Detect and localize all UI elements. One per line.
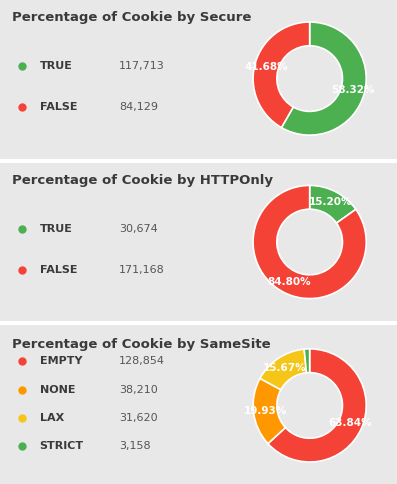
Text: 84.80%: 84.80% — [267, 277, 311, 287]
Wedge shape — [260, 349, 306, 390]
Text: EMPTY: EMPTY — [40, 356, 82, 366]
Wedge shape — [253, 185, 366, 299]
Text: 3,158: 3,158 — [119, 441, 151, 451]
Text: 58.32%: 58.32% — [331, 85, 375, 95]
Text: 19.93%: 19.93% — [244, 406, 287, 416]
Text: Percentage of Cookie by HTTPOnly: Percentage of Cookie by HTTPOnly — [12, 174, 273, 187]
Text: NONE: NONE — [40, 385, 75, 395]
Wedge shape — [253, 378, 285, 444]
Text: TRUE: TRUE — [40, 61, 73, 71]
Text: 41.68%: 41.68% — [245, 62, 288, 72]
Text: LAX: LAX — [40, 413, 64, 423]
Text: 15.67%: 15.67% — [263, 363, 307, 373]
Text: Percentage of Cookie by SameSite: Percentage of Cookie by SameSite — [12, 338, 270, 351]
Text: 117,713: 117,713 — [119, 61, 165, 71]
Wedge shape — [281, 22, 366, 135]
Text: 38,210: 38,210 — [119, 385, 158, 395]
Text: 171,168: 171,168 — [119, 265, 165, 275]
Wedge shape — [304, 349, 310, 373]
Text: 84,129: 84,129 — [119, 102, 158, 112]
Text: 30,674: 30,674 — [119, 225, 158, 234]
Text: FALSE: FALSE — [40, 102, 77, 112]
Text: Percentage of Cookie by Secure: Percentage of Cookie by Secure — [12, 11, 251, 24]
Wedge shape — [268, 349, 366, 462]
Wedge shape — [310, 185, 356, 223]
Text: 15.20%: 15.20% — [308, 197, 352, 207]
Text: STRICT: STRICT — [40, 441, 84, 451]
Wedge shape — [253, 22, 310, 128]
Text: 63.84%: 63.84% — [329, 419, 372, 428]
Text: FALSE: FALSE — [40, 265, 77, 275]
Text: TRUE: TRUE — [40, 225, 73, 234]
Text: 31,620: 31,620 — [119, 413, 158, 423]
Text: 128,854: 128,854 — [119, 356, 165, 366]
